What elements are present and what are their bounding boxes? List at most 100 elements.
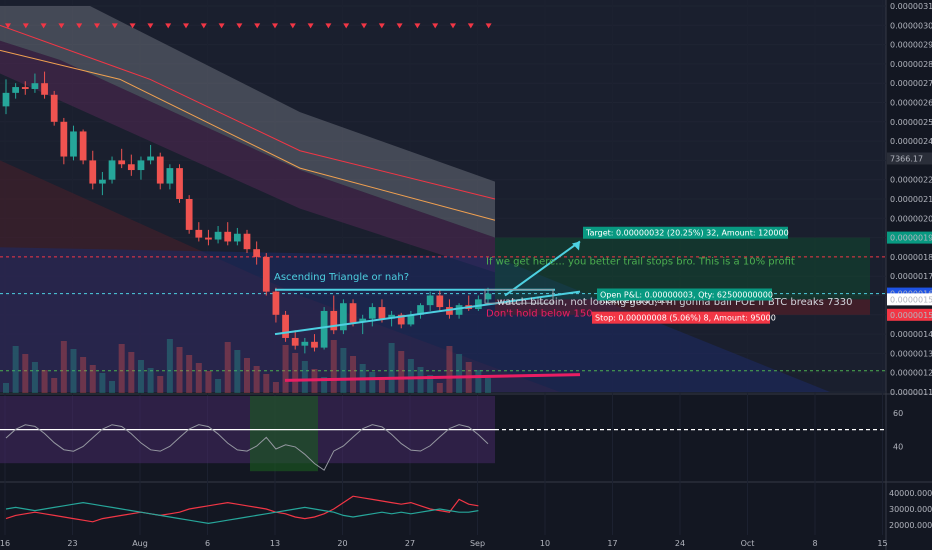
dmi-plus-line bbox=[5, 501, 479, 525]
volume-bar bbox=[398, 351, 405, 393]
candle-body bbox=[455, 305, 463, 315]
volume-bar bbox=[99, 373, 106, 393]
annotation-text: Risk/Reward Ratio bbox=[600, 296, 672, 305]
candle-body bbox=[70, 131, 77, 157]
rsi-highlight bbox=[250, 396, 318, 472]
candle-body bbox=[156, 156, 164, 184]
candle-body bbox=[397, 314, 405, 325]
price-badge-label: 0.00000158 bbox=[890, 295, 932, 304]
candle-body bbox=[301, 341, 309, 346]
candle-body bbox=[378, 307, 386, 319]
candle-body bbox=[272, 291, 280, 315]
candle-body bbox=[436, 295, 444, 308]
date-tick-label: Oct bbox=[741, 539, 755, 548]
rsi-tick-label: 60 bbox=[893, 409, 903, 418]
signal-marker bbox=[307, 23, 314, 29]
volume-bar bbox=[89, 365, 96, 393]
signal-marker bbox=[76, 23, 83, 29]
bollinger-band-upper bbox=[0, 6, 495, 238]
candle-body bbox=[243, 233, 251, 250]
signal-marker bbox=[94, 23, 100, 29]
volume-bar bbox=[436, 383, 443, 393]
price-badge bbox=[887, 152, 932, 165]
signal-marker bbox=[396, 23, 403, 29]
candle-body bbox=[349, 303, 357, 323]
candle-body bbox=[118, 160, 126, 165]
candle-body bbox=[368, 307, 376, 319]
volume-bar bbox=[109, 381, 116, 393]
signal-marker bbox=[200, 23, 207, 29]
candle-body bbox=[41, 83, 48, 95]
date-tick-label: Aug bbox=[132, 539, 148, 548]
price-badge bbox=[887, 231, 932, 244]
signal-marker bbox=[129, 23, 136, 29]
volume-bar bbox=[388, 343, 395, 393]
volume-bar bbox=[485, 378, 491, 393]
volume-bar bbox=[186, 355, 193, 393]
candle-body bbox=[233, 233, 241, 242]
signal-marker bbox=[40, 23, 47, 29]
date-tick-label: 10 bbox=[540, 539, 550, 548]
risk-reward-box bbox=[484, 289, 554, 304]
volume-bar bbox=[321, 377, 328, 393]
signal-marker bbox=[254, 23, 261, 29]
dmi-tick-label: 30000.0000 bbox=[889, 505, 932, 514]
volume-bar bbox=[263, 374, 270, 393]
date-tick-label: 20 bbox=[337, 539, 347, 548]
candle-body bbox=[484, 293, 492, 300]
signal-marker bbox=[467, 23, 474, 29]
signal-marker bbox=[183, 23, 189, 29]
candle-body bbox=[127, 164, 135, 171]
price-badge bbox=[887, 308, 932, 321]
position-box bbox=[592, 311, 770, 324]
date-tick-label: 24 bbox=[675, 539, 685, 548]
volume-bar bbox=[292, 353, 299, 393]
position-box bbox=[583, 226, 788, 239]
date-tick-label: 8 bbox=[812, 539, 817, 548]
candle-body bbox=[108, 160, 116, 180]
volume-bar bbox=[244, 358, 250, 393]
candle-body bbox=[60, 121, 68, 157]
date-tick-label: 27 bbox=[405, 539, 415, 548]
position-box-label: Target: 0.00000032 (20.25%) 32, Amount: … bbox=[585, 229, 789, 238]
candle-body bbox=[359, 318, 367, 323]
moving-average-line bbox=[0, 49, 496, 221]
position-box bbox=[597, 288, 772, 301]
channel-fill-purple bbox=[0, 40, 495, 273]
rsi-tick-label: 40 bbox=[893, 442, 903, 451]
annotation-text: watch bitcoin, not looking good, I'm gon… bbox=[497, 297, 853, 308]
signal-marker bbox=[378, 23, 385, 29]
volume-bar bbox=[31, 362, 38, 393]
price-axis-bg bbox=[886, 0, 932, 550]
candle-body bbox=[417, 305, 424, 315]
annotations: Ascending Triangle or nah? If we get here… bbox=[274, 226, 853, 324]
signal-marker bbox=[289, 23, 296, 29]
candle-body bbox=[99, 179, 106, 184]
volume-bars bbox=[3, 339, 491, 393]
volume-bar bbox=[215, 379, 222, 393]
signal-marker bbox=[361, 23, 367, 29]
volume-bar bbox=[272, 382, 279, 393]
candle-body bbox=[407, 314, 415, 325]
date-tick-label: 16 bbox=[0, 539, 10, 548]
candle-body bbox=[12, 87, 20, 93]
price-badge bbox=[887, 293, 932, 306]
volume-bar bbox=[224, 342, 231, 393]
signal-marker bbox=[236, 23, 243, 29]
candle-body bbox=[426, 295, 434, 306]
volume-bar bbox=[80, 357, 87, 393]
signal-marker bbox=[485, 23, 492, 29]
signal-marker bbox=[432, 23, 439, 29]
candle-body bbox=[224, 231, 232, 242]
volume-bar bbox=[282, 345, 289, 393]
volume-bar bbox=[41, 370, 48, 393]
